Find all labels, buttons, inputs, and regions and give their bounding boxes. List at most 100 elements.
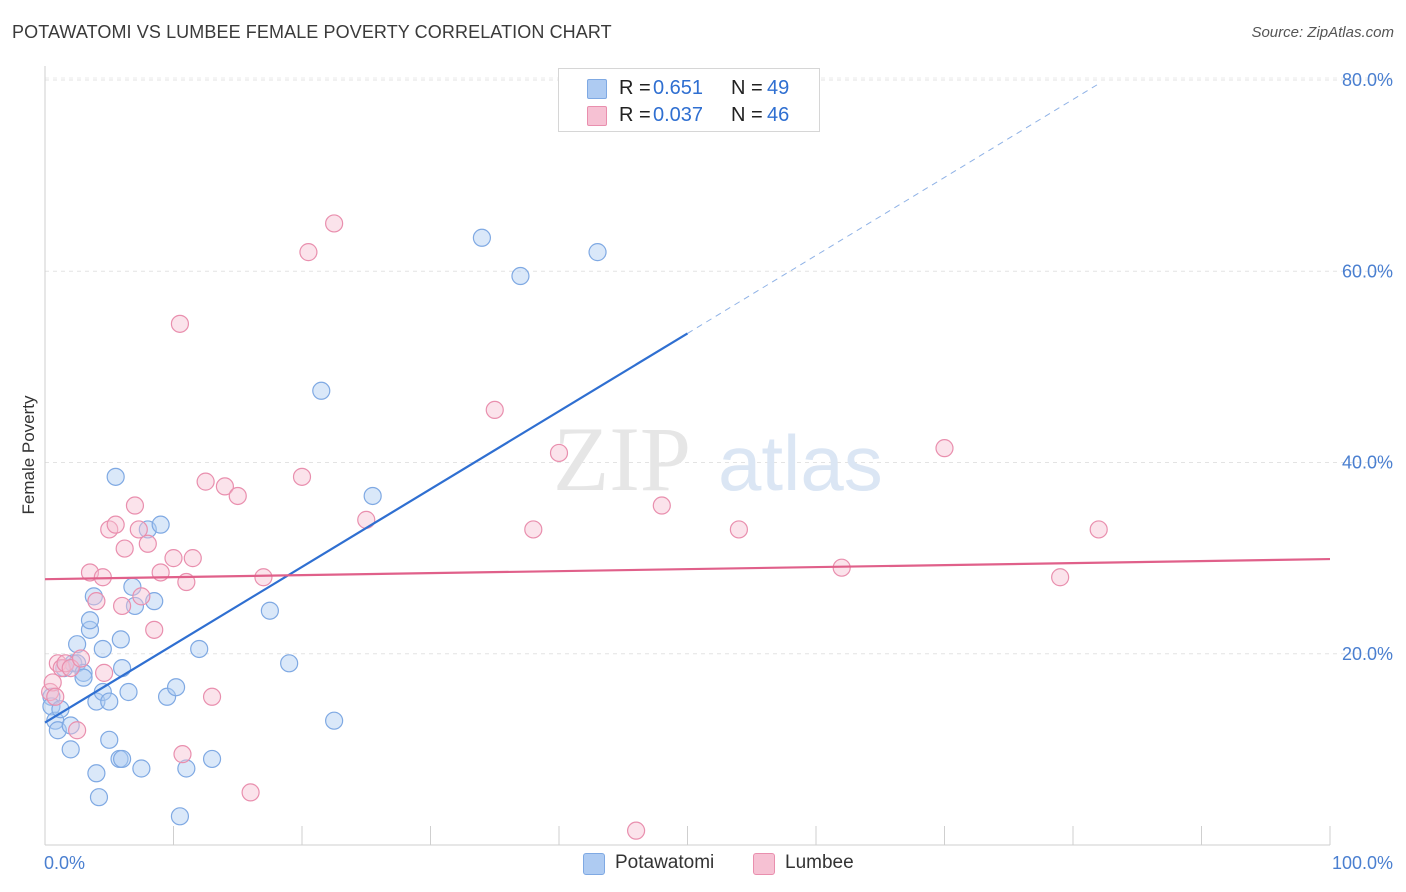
legend-n-value: 49 <box>767 77 790 99</box>
lumbee-point <box>626 821 646 840</box>
legend-label-lumbee: Lumbee <box>785 852 854 873</box>
lumbee-point <box>357 510 376 529</box>
potawatomi-point <box>112 749 132 769</box>
lumbee-point <box>115 539 134 558</box>
potawatomi-trend-line <box>44 332 689 724</box>
potawatomi-point <box>119 682 138 702</box>
watermark-atlas: atlas <box>718 419 883 507</box>
lumbee-point <box>112 596 132 616</box>
lumbee-point <box>95 663 114 682</box>
lumbee-point <box>87 592 106 611</box>
lumbee-point <box>729 520 749 539</box>
legend-n-value: 46 <box>767 104 790 126</box>
lumbee-point <box>183 549 202 568</box>
potawatomi-point <box>80 620 100 639</box>
series-legend: Potawatomi Lumbee <box>0 850 1406 880</box>
potawatomi-point <box>112 658 132 678</box>
lumbee-point <box>106 515 125 534</box>
potawatomi-point <box>177 759 196 778</box>
trend-lines <box>44 83 1331 724</box>
lumbee-point <box>173 745 192 764</box>
lumbee-point <box>228 486 247 506</box>
chart-title: POTAWATOMI VS LUMBEE FEMALE POVERTY CORR… <box>12 22 612 42</box>
watermark: ZIP atlas <box>553 408 883 510</box>
potawatomi-point <box>472 228 491 247</box>
lumbee-point <box>299 243 318 262</box>
potawatomi-point <box>588 243 607 262</box>
potawatomi-point <box>202 749 222 769</box>
x-tick-label: 0.0% <box>44 853 85 873</box>
potawatomi-point <box>61 740 80 759</box>
lumbee-point <box>325 214 344 233</box>
x-tick-label: 100.0% <box>1332 853 1393 873</box>
lumbee-point <box>145 620 164 639</box>
y-tick-label: 80.0% <box>1342 70 1393 90</box>
correlation-legend: R = 0.651 N = 49 R = 0.037 N = 46 <box>558 68 820 132</box>
potawatomi-point <box>125 596 145 616</box>
lumbee-point <box>71 649 91 668</box>
potawatomi-point <box>100 692 119 711</box>
lumbee-point <box>215 477 234 496</box>
potawatomi-point <box>68 635 87 654</box>
potawatomi-trend-extension <box>687 83 1099 334</box>
lumbee-point <box>196 472 215 491</box>
potawatomi-point <box>312 381 331 400</box>
source-label: Source: ZipAtlas.com <box>1251 24 1394 41</box>
potawatomi-point <box>511 266 530 286</box>
potawatomi-point <box>132 759 151 778</box>
lumbee-point <box>254 568 273 587</box>
y-tick-label: 60.0% <box>1342 261 1393 281</box>
watermark-zip: ZIP <box>553 408 691 510</box>
legend-r-label: R = <box>619 104 651 126</box>
potawatomi-point <box>87 764 106 783</box>
potawatomi-point <box>170 807 190 826</box>
lumbee-point <box>241 783 260 802</box>
legend-n-label: N = <box>731 77 763 99</box>
lumbee-trend-line <box>44 557 1331 581</box>
potawatomi-point <box>106 467 125 486</box>
potawatomi-point <box>151 515 170 534</box>
data-points <box>41 214 1108 840</box>
y-tick-label: 40.0% <box>1342 453 1393 473</box>
potawatomi-point <box>87 692 106 711</box>
grid-lines <box>45 77 1392 655</box>
legend-n-label: N = <box>731 104 763 126</box>
lumbee-point <box>652 496 671 515</box>
lumbee-point <box>1089 520 1108 539</box>
lumbee-point <box>292 467 312 486</box>
lumbee-point <box>68 721 87 740</box>
potawatomi-point <box>93 639 112 659</box>
lumbee-point <box>46 687 65 706</box>
lumbee-point <box>132 587 151 606</box>
lumbee-point <box>43 673 62 692</box>
lumbee-point <box>935 439 954 458</box>
potawatomi-point <box>363 486 382 506</box>
potawatomi-point <box>100 730 119 749</box>
lumbee-point <box>202 687 222 706</box>
potawatomi-point <box>325 711 344 730</box>
potawatomi-point <box>84 587 103 606</box>
potawatomi-point <box>89 788 109 807</box>
legend-r-value: 0.651 <box>653 77 704 99</box>
potawatomi-point <box>166 678 186 697</box>
y-axis-label: Female Poverty <box>19 395 38 515</box>
legend-swatch-lumbee <box>753 853 775 875</box>
axes <box>44 66 1331 846</box>
tick-labels: 20.0% 40.0% 60.0% 80.0% 0.0% 100.0% <box>44 70 1393 873</box>
lumbee-point <box>524 520 543 539</box>
legend-swatch-potawatomi <box>587 79 607 99</box>
legend-r-label: R = <box>619 77 651 99</box>
potawatomi-point <box>80 611 100 630</box>
lumbee-point <box>125 496 145 515</box>
y-tick-label: 20.0% <box>1342 644 1393 664</box>
lumbee-point <box>129 520 148 539</box>
lumbee-point <box>549 443 569 463</box>
lumbee-point <box>1051 568 1070 587</box>
legend-r-value: 0.037 <box>653 104 704 126</box>
lumbee-point <box>138 534 157 553</box>
potawatomi-point <box>190 639 209 659</box>
potawatomi-point <box>74 668 93 687</box>
legend-label-potawatomi: Potawatomi <box>615 852 715 873</box>
lumbee-point <box>485 400 504 420</box>
